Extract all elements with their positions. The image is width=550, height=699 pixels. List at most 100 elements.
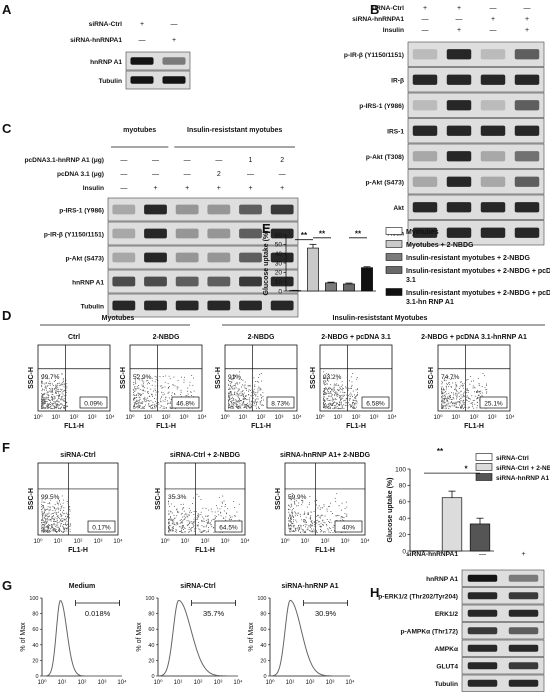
scatter-point xyxy=(249,390,251,391)
blot-band xyxy=(270,252,294,263)
scatter-point xyxy=(343,520,345,521)
scatter-point xyxy=(57,403,59,405)
scatter-point xyxy=(213,526,215,528)
scatter-point xyxy=(327,407,328,408)
scatter-point xyxy=(337,393,339,395)
scatter-point xyxy=(304,521,306,523)
scatter-point xyxy=(198,528,200,530)
blot-band xyxy=(162,76,186,84)
scatter-point xyxy=(452,402,454,404)
scatter-point xyxy=(194,529,196,531)
scatter-point xyxy=(323,377,324,379)
scatter-point xyxy=(169,528,170,530)
scatter-point xyxy=(289,515,291,517)
scatter-point xyxy=(56,405,57,406)
scatter-point xyxy=(51,405,53,407)
scatter-point xyxy=(290,503,292,505)
scatter-point xyxy=(353,406,354,408)
scatter-point xyxy=(335,392,337,394)
scatter-point xyxy=(460,390,462,392)
blot-band xyxy=(467,662,498,670)
blot-strip xyxy=(107,269,299,294)
condition-value: 2 xyxy=(280,157,284,164)
scatter-point xyxy=(190,391,192,393)
scatter-point xyxy=(168,397,170,399)
scatter-point xyxy=(314,524,315,526)
scatter-point xyxy=(49,384,51,386)
scatter-point xyxy=(441,393,442,395)
legend-line: siRNA-hnRNP A1 + 2-NBDG xyxy=(496,475,550,482)
scatter-point xyxy=(168,386,169,388)
scatter-point xyxy=(326,373,328,374)
scatter-point xyxy=(291,522,292,524)
scatter-point xyxy=(47,407,48,409)
blot-band xyxy=(175,300,199,311)
scatter-point xyxy=(476,401,478,403)
scatter-point xyxy=(138,393,140,394)
scatter-point xyxy=(43,529,45,530)
scatter-point xyxy=(141,379,143,381)
scatter-point xyxy=(454,389,455,390)
scatter-point xyxy=(51,530,53,532)
scatter-point xyxy=(66,528,68,530)
scatter-point xyxy=(244,403,246,405)
scatter-point xyxy=(193,518,195,520)
scatter-point xyxy=(239,406,241,408)
scatter-point xyxy=(330,399,332,401)
scatter-point xyxy=(248,389,250,391)
scatter-point xyxy=(144,407,145,409)
scatter-point xyxy=(288,509,289,511)
scatter-point xyxy=(345,501,347,503)
scatter-point xyxy=(229,407,231,409)
scatter-point xyxy=(232,407,234,409)
scatter-point xyxy=(156,406,157,408)
scatter-point xyxy=(183,510,185,512)
blot-strip xyxy=(461,622,545,640)
scatter-point xyxy=(58,404,60,406)
scatter-point xyxy=(293,520,294,522)
scatter-point xyxy=(61,406,62,408)
scatter-point xyxy=(454,403,456,405)
scatter-point xyxy=(228,396,230,397)
scatter-point xyxy=(55,387,56,389)
scatter-point xyxy=(68,519,69,521)
scatter-point xyxy=(320,507,322,509)
scatter-point xyxy=(64,519,66,521)
scatter-point xyxy=(171,519,173,521)
scatter-point xyxy=(250,401,252,403)
scatter-point xyxy=(184,528,186,529)
scatter-point xyxy=(61,531,62,533)
scatter-point xyxy=(289,524,291,526)
upper-left-percent: 74.7% xyxy=(441,374,460,381)
scatter-point xyxy=(449,397,451,399)
scatter-point xyxy=(60,506,62,507)
scatter-point xyxy=(197,516,199,517)
scatter-point xyxy=(228,380,229,381)
scatter-point xyxy=(243,394,244,396)
scatter-point xyxy=(473,386,475,388)
scatter-point xyxy=(133,399,135,400)
scatter-point xyxy=(48,525,49,527)
scatter-point xyxy=(52,404,54,406)
scatter-point xyxy=(460,404,462,406)
blot-band xyxy=(207,300,231,311)
legend-swatch xyxy=(385,240,403,248)
scatter-point xyxy=(288,511,290,513)
bar xyxy=(361,267,373,292)
scatter-point xyxy=(352,404,354,406)
scatter-point xyxy=(291,493,293,494)
scatter-point xyxy=(137,402,139,404)
panel-letter: C xyxy=(2,121,12,136)
blot-band xyxy=(508,609,539,617)
legend-entry: Insulin-resistant myotubes + 2-NBDG + pc… xyxy=(406,290,550,306)
scatter-point xyxy=(46,385,48,387)
scatter-point xyxy=(42,393,44,395)
scatter-point xyxy=(177,523,179,525)
scatter-point xyxy=(160,400,162,402)
scatter-point xyxy=(320,522,322,524)
scatter-point xyxy=(136,399,137,401)
scatter-point xyxy=(234,377,235,379)
